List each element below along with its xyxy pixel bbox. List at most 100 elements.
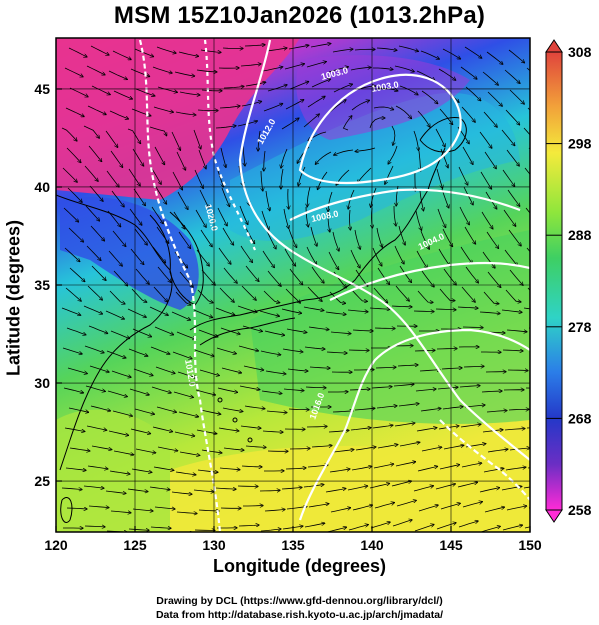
streamline [218,427,239,431]
streamline [215,307,235,315]
streamline [347,486,368,491]
streamline [304,523,325,528]
streamline [328,251,339,270]
streamline [89,185,103,201]
streamline [479,131,492,148]
streamline [487,91,502,106]
streamline [87,105,106,115]
streamline [243,506,263,507]
streamline [133,188,145,206]
streamline [85,205,99,221]
streamline [373,287,388,303]
streamline [289,448,310,449]
streamline [415,389,436,392]
streamline [267,270,281,286]
streamline [311,446,332,448]
streamline [358,167,372,183]
streamline [458,166,468,185]
streamline [350,428,371,431]
streamline [377,87,398,91]
streamline [194,169,203,188]
streamline [130,248,144,264]
streamline [90,225,104,241]
streamline [288,188,289,209]
streamline [263,290,280,303]
streamline [127,488,148,492]
streamline [285,468,306,469]
streamline [196,429,217,434]
streamline [107,390,127,397]
streamline [260,529,281,532]
streamline [178,411,198,417]
streamline [439,465,460,470]
streamline [415,210,422,230]
streamline [527,467,530,469]
streamline [238,345,258,351]
streamline [413,311,434,312]
streamline [175,291,191,305]
streamline [310,44,331,48]
streamline [374,328,395,329]
streamline [263,104,283,112]
streamline [177,191,188,209]
streamline [245,446,266,447]
streamline [481,391,502,392]
streamline [461,286,475,302]
plot-title: MSM 15Z10Jan2026 (1013.2hPa) [113,2,486,29]
streamline [348,525,368,531]
streamline [482,251,495,268]
streamline [414,525,434,532]
streamline [483,291,499,304]
streamline [418,505,438,512]
streamline [110,330,130,339]
streamline [109,290,125,304]
streamline [219,106,240,108]
streamline [332,231,339,251]
streamline [421,90,438,104]
streamline [87,285,102,300]
streamline [351,289,367,301]
streamline [413,130,419,150]
streamline [258,130,261,151]
streamline [215,488,236,489]
streamline [261,390,282,394]
streamline [328,212,330,232]
streamline [501,309,522,312]
streamline [484,151,496,169]
streamline [399,442,420,447]
streamline [69,447,90,451]
streamline [105,130,118,147]
streamline [156,406,176,412]
streamline [215,126,236,129]
streamline [112,410,132,416]
credit-data: Data from http://database.rish.kyoto-u.a… [155,609,444,621]
credit-drawing: Drawing by DCL (https://www.gfd-dennou.o… [156,595,443,607]
streamline [523,486,530,489]
streamline [355,269,368,286]
streamline [377,445,398,449]
streamline [175,111,196,115]
streamline [526,247,530,253]
y-tick-label: 25 [34,473,50,489]
streamline [376,406,397,409]
streamline [308,504,329,508]
streamline [481,211,493,229]
streamline [350,67,371,71]
streamline [460,424,481,428]
streamline [332,49,353,53]
streamline [505,289,521,302]
streamline [264,330,285,335]
streamline [195,389,215,395]
streamline [524,167,530,175]
streamline [173,391,193,397]
streamline [435,128,445,147]
streamline [151,386,171,393]
streamline [152,66,172,73]
streamline [330,332,351,334]
streamline [420,50,439,59]
streamline [174,71,195,76]
colorbar-tick-label: 288 [568,227,592,243]
streamline [84,526,105,527]
streamline [266,411,287,413]
streamline [197,289,213,303]
